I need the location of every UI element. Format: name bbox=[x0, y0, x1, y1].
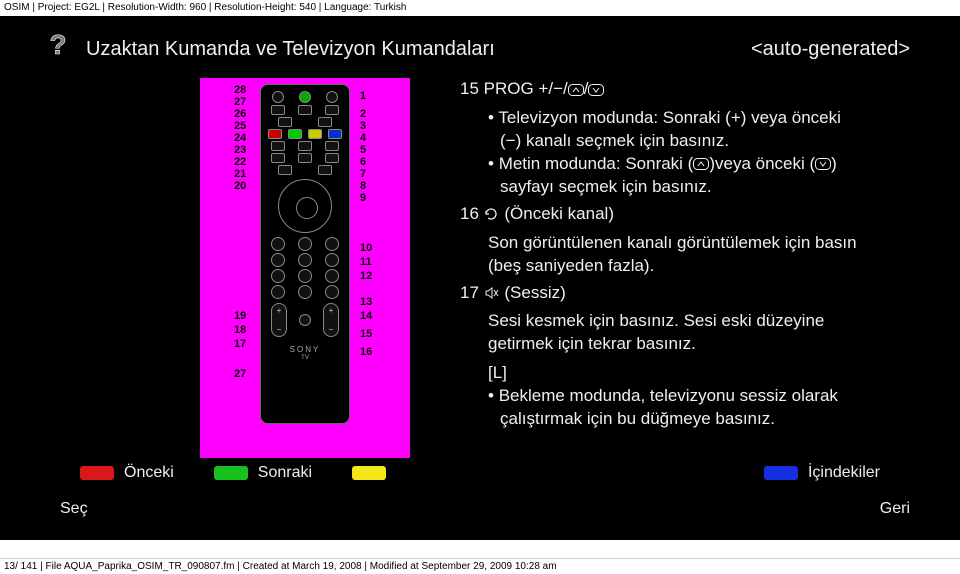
page-down-icon-2 bbox=[815, 158, 831, 170]
help-icon: ? ? bbox=[46, 30, 70, 65]
callout-14: 14 bbox=[360, 310, 372, 322]
item-16-b1b: (beş saniyeden fazla). bbox=[488, 256, 654, 275]
footer-gray-row: Seç Geri bbox=[0, 500, 960, 518]
callout-13: 13 bbox=[360, 296, 372, 308]
callout-26: 26 bbox=[234, 108, 246, 120]
item-17-num: 17 bbox=[460, 283, 479, 302]
debug-meta-top: OSIM | Project: EG2L | Resolution-Width:… bbox=[0, 0, 960, 15]
page-down-icon bbox=[588, 84, 604, 96]
callout-28: 28 bbox=[234, 84, 246, 96]
item-17-b1a: Sesi kesmek için basınız. Sesi eski düze… bbox=[488, 311, 824, 330]
red-button[interactable]: Önceki bbox=[80, 464, 174, 482]
item-16-label: (Önceki kanal) bbox=[500, 204, 614, 223]
footer-color-row: Önceki Sonraki İçindekiler bbox=[0, 464, 960, 482]
callout-3: 3 bbox=[360, 120, 366, 132]
callout-16: 16 bbox=[360, 346, 372, 358]
callout-7: 7 bbox=[360, 168, 366, 180]
item-17-b2a: Bekleme modunda, televizyonu sessiz olar… bbox=[499, 386, 838, 405]
item-15-b1a: Televizyon modunda: Sonraki (+) veya önc… bbox=[498, 108, 841, 127]
item-15-b1b: (−) kanalı seçmek için basınız. bbox=[500, 131, 729, 150]
callout-24: 24 bbox=[234, 132, 246, 144]
item-16-num: 16 bbox=[460, 204, 479, 223]
blue-chip-icon bbox=[764, 466, 798, 480]
item-17-label: (Sessiz) bbox=[500, 283, 566, 302]
callout-11: 11 bbox=[360, 256, 372, 268]
back-label: Geri bbox=[880, 500, 910, 517]
help-content: 15 PROG +/−// Televizyon modunda: Sonrak… bbox=[460, 78, 910, 431]
callout-27: 27 bbox=[234, 96, 246, 108]
green-label: Sonraki bbox=[258, 464, 312, 482]
callout-15: 15 bbox=[360, 328, 372, 340]
callout-27b: 27 bbox=[234, 368, 246, 380]
yellow-button[interactable] bbox=[352, 466, 396, 480]
blue-button[interactable]: İçindekiler bbox=[764, 464, 880, 482]
green-chip-icon bbox=[214, 466, 248, 480]
blue-label: İçindekiler bbox=[808, 464, 880, 482]
callout-4: 4 bbox=[360, 132, 366, 144]
callout-25: 25 bbox=[234, 120, 246, 132]
item-15-b2c: ) bbox=[831, 154, 837, 173]
callout-2: 2 bbox=[360, 108, 366, 120]
remote-body: +− +− SONY TV bbox=[260, 84, 350, 424]
callout-10: 10 bbox=[360, 242, 372, 254]
select-label: Seç bbox=[60, 500, 88, 517]
callout-8: 8 bbox=[360, 180, 366, 192]
callout-18: 18 bbox=[234, 324, 246, 336]
callout-21: 21 bbox=[234, 168, 246, 180]
back-button[interactable]: Geri bbox=[870, 500, 910, 518]
help-screen: ? ? Uzaktan Kumanda ve Televizyon Kumand… bbox=[0, 16, 960, 540]
prev-channel-icon bbox=[484, 208, 500, 220]
callout-22: 22 bbox=[234, 156, 246, 168]
debug-meta-bottom: 13/ 141 | File AQUA_Paprika_OSIM_TR_0908… bbox=[0, 558, 960, 574]
item-17-b2b: çalıştırmak için bu düğmeye basınız. bbox=[500, 409, 775, 428]
item-17-l: [L] bbox=[488, 363, 507, 382]
callout-12: 12 bbox=[360, 270, 372, 282]
callout-9: 9 bbox=[360, 192, 366, 204]
green-button[interactable]: Sonraki bbox=[214, 464, 312, 482]
yellow-chip-icon bbox=[352, 466, 386, 480]
remote-diagram: 28 27 26 25 24 23 22 21 20 19 18 17 27 1… bbox=[200, 78, 410, 458]
item-17-b1b: getirmek için tekrar basınız. bbox=[488, 334, 696, 353]
callout-17: 17 bbox=[234, 338, 246, 350]
callout-20: 20 bbox=[234, 180, 246, 192]
brand-label: SONY bbox=[261, 345, 349, 354]
callout-5: 5 bbox=[360, 144, 366, 156]
item-16-b1a: Son görüntülenen kanalı görüntülemek içi… bbox=[488, 233, 857, 252]
page-title: Uzaktan Kumanda ve Televizyon Kumandalar… bbox=[86, 38, 495, 61]
svg-text:?: ? bbox=[49, 30, 66, 60]
red-label: Önceki bbox=[124, 464, 174, 482]
callout-23: 23 bbox=[234, 144, 246, 156]
item-15-b2b: )veya önceki ( bbox=[709, 154, 815, 173]
auto-generated-label: <auto-generated> bbox=[751, 38, 910, 61]
page-up-icon-2 bbox=[693, 158, 709, 170]
red-chip-icon bbox=[80, 466, 114, 480]
brand-sub: TV bbox=[261, 355, 349, 361]
item-15-num: 15 bbox=[460, 79, 479, 98]
callout-19: 19 bbox=[234, 310, 246, 322]
page-up-icon bbox=[568, 84, 584, 96]
callout-1: 1 bbox=[360, 90, 366, 102]
mute-icon bbox=[484, 287, 500, 299]
item-15-b2a: Metin modunda: Sonraki ( bbox=[499, 154, 694, 173]
select-button[interactable]: Seç bbox=[50, 500, 88, 518]
item-15-b2d: sayfayı seçmek için basınız. bbox=[500, 177, 712, 196]
item-15-label: PROG +/−/ bbox=[484, 79, 568, 98]
callout-6: 6 bbox=[360, 156, 366, 168]
